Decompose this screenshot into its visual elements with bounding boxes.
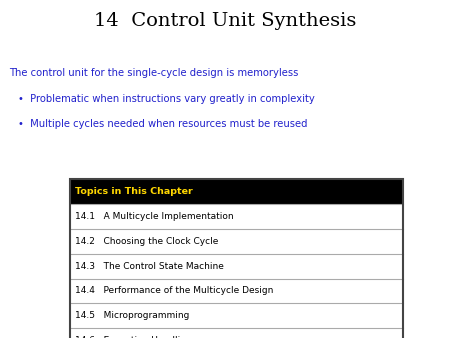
Text: Topics in This Chapter: Topics in This Chapter bbox=[75, 187, 193, 196]
Text: 14.4   Performance of the Multicycle Design: 14.4 Performance of the Multicycle Desig… bbox=[75, 286, 274, 295]
Bar bbox=[70, 279, 403, 303]
Text: 14.6   Exception Handling: 14.6 Exception Handling bbox=[75, 336, 192, 338]
Text: 14  Control Unit Synthesis: 14 Control Unit Synthesis bbox=[94, 12, 356, 30]
Text: The control unit for the single-cycle design is memoryless: The control unit for the single-cycle de… bbox=[9, 68, 298, 78]
Bar bbox=[70, 328, 403, 338]
Text: •  Multiple cycles needed when resources must be reused: • Multiple cycles needed when resources … bbox=[18, 119, 307, 129]
Bar bbox=[70, 204, 403, 229]
Text: 14.3   The Control State Machine: 14.3 The Control State Machine bbox=[75, 262, 224, 271]
Bar bbox=[70, 254, 403, 279]
Bar bbox=[70, 303, 403, 328]
Text: 14.1   A Multicycle Implementation: 14.1 A Multicycle Implementation bbox=[75, 212, 234, 221]
Text: 14.5   Microprogramming: 14.5 Microprogramming bbox=[75, 311, 189, 320]
Text: •  Problematic when instructions vary greatly in complexity: • Problematic when instructions vary gre… bbox=[18, 94, 315, 104]
Bar bbox=[70, 179, 403, 204]
Text: 14.2   Choosing the Clock Cycle: 14.2 Choosing the Clock Cycle bbox=[75, 237, 219, 246]
Bar bbox=[70, 229, 403, 254]
Bar bbox=[70, 179, 403, 338]
